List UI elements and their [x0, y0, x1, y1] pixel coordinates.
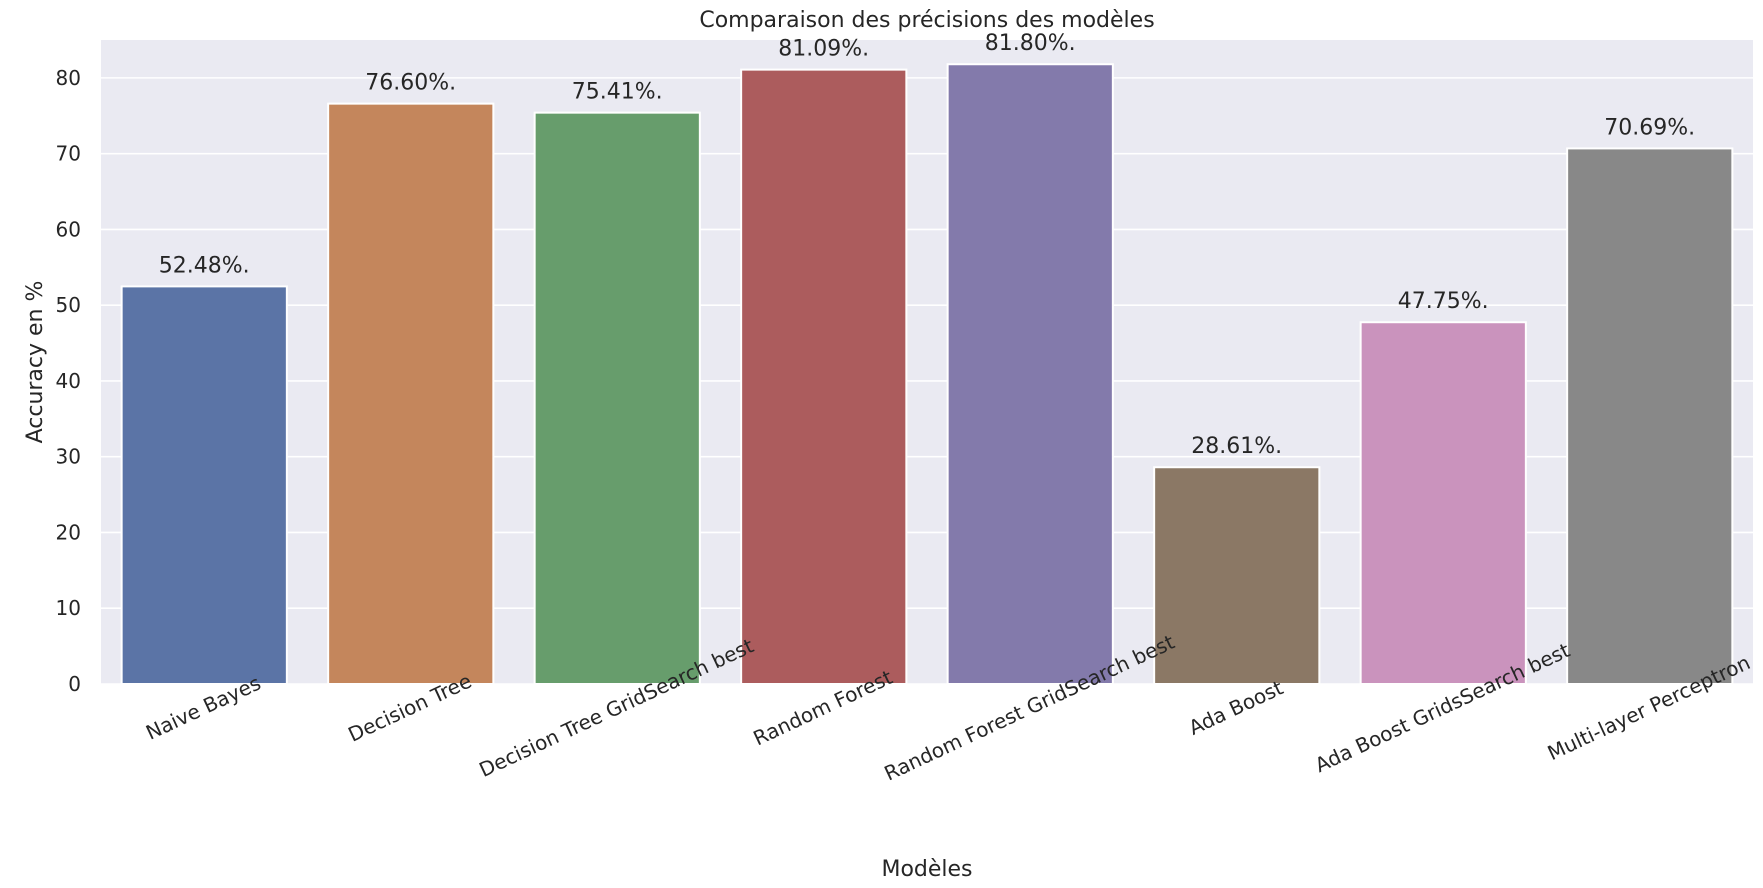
y-tick-label: 60 — [56, 217, 81, 241]
bar — [946, 63, 1114, 686]
bar-value-label: 75.41%. — [572, 80, 663, 105]
bar — [1359, 321, 1527, 685]
bar — [327, 102, 495, 686]
y-tick-label: 40 — [56, 369, 81, 393]
bar — [1566, 147, 1734, 685]
bar — [533, 111, 701, 686]
bar-value-label: 52.48%. — [159, 253, 250, 278]
bar — [1153, 466, 1321, 685]
bar-value-label: 81.09%. — [778, 37, 869, 62]
y-axis-ticks: 0 10 20 30 40 50 60 70 80 — [56, 66, 81, 696]
bar-value-label: 76.60%. — [365, 71, 456, 96]
bar-value-label: 28.61%. — [1191, 434, 1282, 459]
y-tick-label: 70 — [56, 142, 81, 166]
y-tick-label: 50 — [56, 293, 81, 317]
bar — [740, 68, 908, 685]
data-labels: 52.48%. 76.60%. 75.41%. 81.09%. 81.80%. 28.61… — [159, 31, 1695, 459]
y-axis-label: Accuracy en % — [23, 281, 48, 444]
bar-value-label: 81.80%. — [985, 31, 1076, 56]
y-tick-label: 0 — [68, 672, 81, 696]
x-tick-label: Ada Boost — [1185, 675, 1287, 740]
x-axis-label: Modèles — [881, 857, 972, 882]
y-tick-label: 80 — [56, 66, 81, 90]
y-tick-label: 10 — [56, 596, 81, 620]
bar — [120, 285, 288, 685]
bars — [120, 63, 1734, 686]
bar-value-label: 47.75%. — [1398, 289, 1489, 314]
chart-title: Comparaison des précisions des modèles — [699, 8, 1154, 33]
bar-value-label: 70.69%. — [1604, 115, 1695, 140]
y-tick-label: 20 — [56, 520, 81, 544]
y-tick-label: 30 — [56, 445, 81, 469]
